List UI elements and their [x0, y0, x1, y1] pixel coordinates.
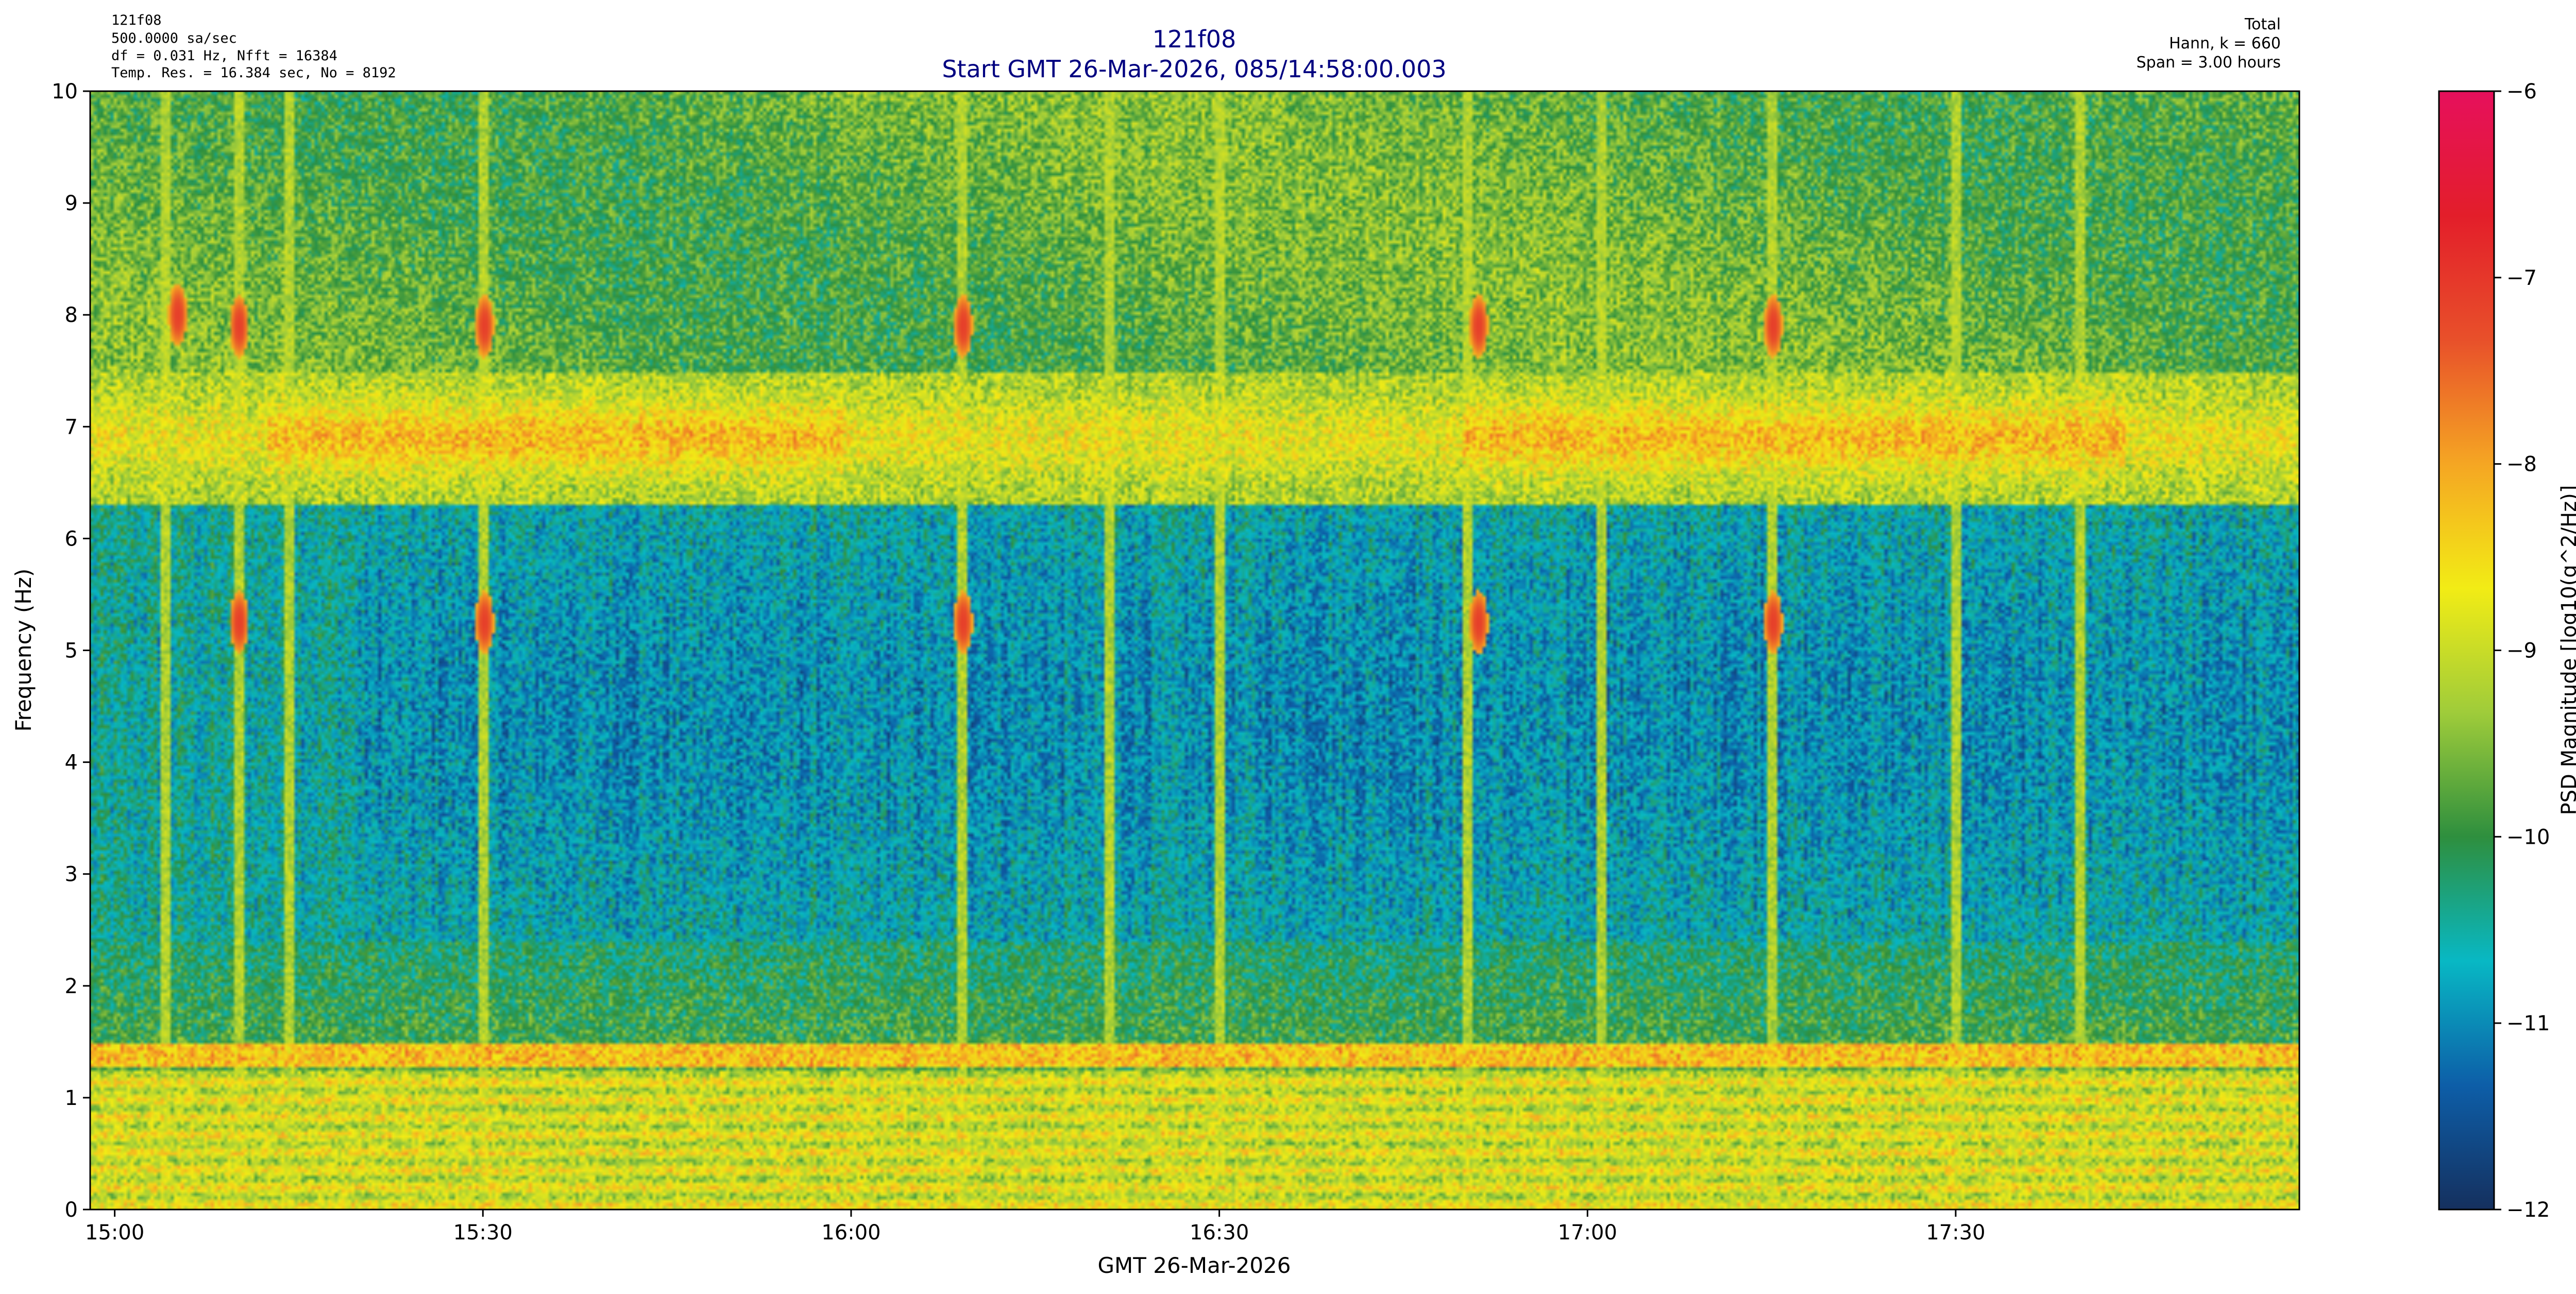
- x-tick-label: 15:30: [453, 1221, 513, 1245]
- header-right-line: Total: [2244, 15, 2281, 33]
- x-tick-label: 17:00: [1558, 1221, 1617, 1245]
- chart-subtitle: Start GMT 26-Mar-2026, 085/14:58:00.003: [942, 55, 1446, 83]
- spectrogram-image: [90, 91, 2299, 1210]
- y-tick-label: 0: [65, 1198, 78, 1222]
- colorbar-ticks: −12 −11 −10 −9 −8 −7 −6: [2494, 80, 2550, 1222]
- header-right-line: Hann, k = 660: [2169, 35, 2281, 53]
- spectrogram-plot-area: [89, 90, 2300, 1211]
- colorbar-label: PSD Magnitude [log10(g^2/Hz)]: [2557, 485, 2576, 815]
- y-tick-label: 6: [65, 527, 78, 551]
- colorbar-tick-label: −8: [2506, 453, 2537, 476]
- colorbar-tick-label: −10: [2506, 825, 2550, 849]
- x-tick-label: 16:00: [821, 1221, 880, 1245]
- y-axis-label: Frequency (Hz): [11, 569, 36, 732]
- y-tick-label: 2: [65, 975, 78, 998]
- y-tick-label: 5: [65, 639, 78, 663]
- x-axis-label: GMT 26-Mar-2026: [1098, 1253, 1291, 1278]
- header-left-line: df = 0.031 Hz, Nfft = 16384: [111, 48, 337, 64]
- x-tick-label: 16:30: [1190, 1221, 1249, 1245]
- y-tick-label: 9: [65, 192, 78, 215]
- colorbar-tick-label: −9: [2506, 639, 2537, 663]
- chart-title: 121f08: [1153, 25, 1236, 53]
- y-tick-label: 10: [52, 80, 78, 104]
- x-tick-label: 15:00: [85, 1221, 144, 1245]
- colorbar: −12 −11 −10 −9 −8 −7 −6 PSD Magnitude [log10(g…: [2438, 80, 2576, 1222]
- header-left-info: 121f08 500.0000 sa/sec df = 0.031 Hz, Nf…: [111, 12, 396, 81]
- header-right-line: Span = 3.00 hours: [2137, 54, 2281, 72]
- y-tick-label: 8: [65, 303, 78, 327]
- colorbar-tick-label: −11: [2506, 1012, 2550, 1035]
- header-left-line: 500.0000 sa/sec: [111, 30, 237, 46]
- colorbar-tick-label: −7: [2506, 266, 2537, 290]
- y-tick-label: 4: [65, 751, 78, 775]
- colorbar-tick-label: −6: [2506, 80, 2537, 104]
- x-axis: 15:00 15:30 16:00 16:30 17:00 17:30: [85, 1210, 1986, 1245]
- header-left-line: 121f08: [111, 12, 162, 28]
- y-tick-label: 7: [65, 415, 78, 439]
- header-left-line: Temp. Res. = 16.384 sec, No = 8192: [111, 65, 396, 81]
- x-tick-label: 17:30: [1926, 1221, 1985, 1245]
- colorbar-tick-label: −12: [2506, 1198, 2550, 1222]
- y-tick-label: 1: [65, 1086, 78, 1110]
- y-tick-label: 3: [65, 863, 78, 887]
- y-axis: 0 1 2 3 4 5 6 7 8 9 10: [52, 80, 90, 1222]
- colorbar-gradient: [2439, 91, 2494, 1210]
- header-right-info: Total Hann, k = 660 Span = 3.00 hours: [2137, 15, 2281, 72]
